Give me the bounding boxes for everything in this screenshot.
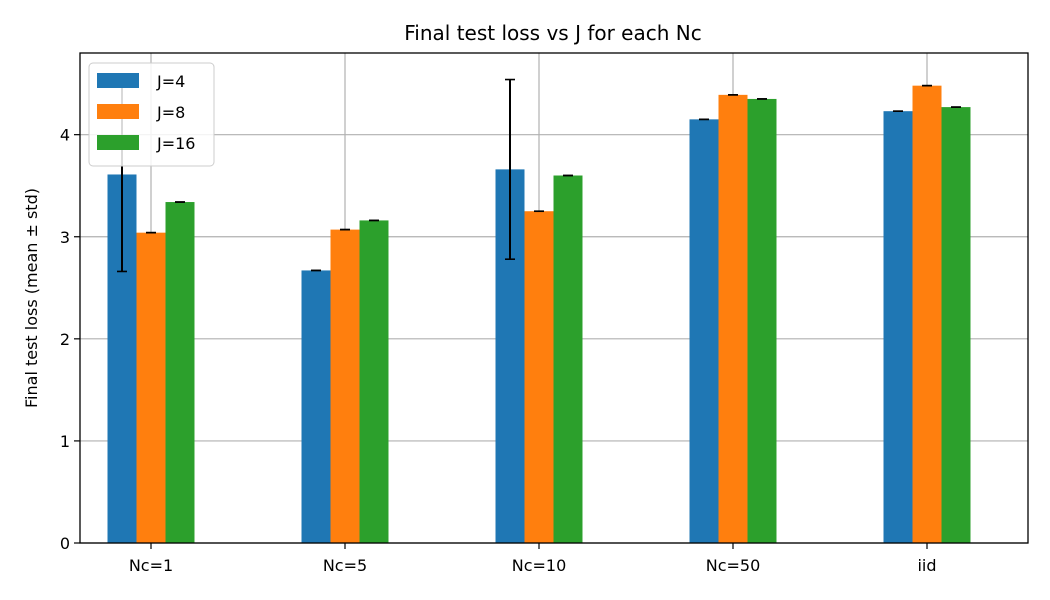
bar	[301, 270, 331, 543]
bar	[747, 98, 777, 543]
legend-entry: J=8	[156, 103, 185, 122]
legend-swatch	[97, 73, 139, 88]
legend-swatch	[97, 104, 139, 119]
bar	[330, 229, 360, 543]
bar	[136, 232, 166, 543]
plot-frame	[79, 52, 1029, 544]
bar	[912, 85, 942, 544]
bar	[689, 119, 719, 544]
legend-entry: J=16	[156, 134, 195, 153]
error-bars-layer	[117, 76, 961, 273]
chart-title: Final test loss vs J for each Nc	[404, 21, 701, 45]
x-tick-label: Nc=50	[706, 556, 761, 575]
y-axis-label: Final test loss (mean ± std)	[22, 188, 41, 408]
y-tick-label: 3	[60, 228, 70, 247]
y-tick-label: 0	[60, 534, 70, 553]
bar	[718, 94, 748, 544]
x-tick-label: Nc=1	[129, 556, 173, 575]
x-tick-label: Nc=10	[512, 556, 567, 575]
legend-swatch	[97, 135, 139, 150]
bar	[941, 107, 971, 544]
bar	[165, 202, 195, 543]
bar	[359, 220, 389, 543]
y-axis: 0 1 2 3 4	[60, 126, 80, 553]
x-axis: Nc=1 Nc=5 Nc=10 Nc=50 iid	[129, 543, 937, 575]
y-tick-label: 2	[60, 330, 70, 349]
x-tick-label: iid	[917, 556, 936, 575]
bar	[883, 111, 913, 543]
y-tick-label: 1	[60, 432, 70, 451]
bar	[553, 175, 583, 543]
legend-entry: J=4	[156, 72, 185, 91]
bar	[524, 211, 554, 543]
legend: J=4 J=8 J=16	[88, 62, 215, 167]
y-tick-label: 4	[60, 126, 70, 145]
x-tick-label: Nc=5	[323, 556, 367, 575]
